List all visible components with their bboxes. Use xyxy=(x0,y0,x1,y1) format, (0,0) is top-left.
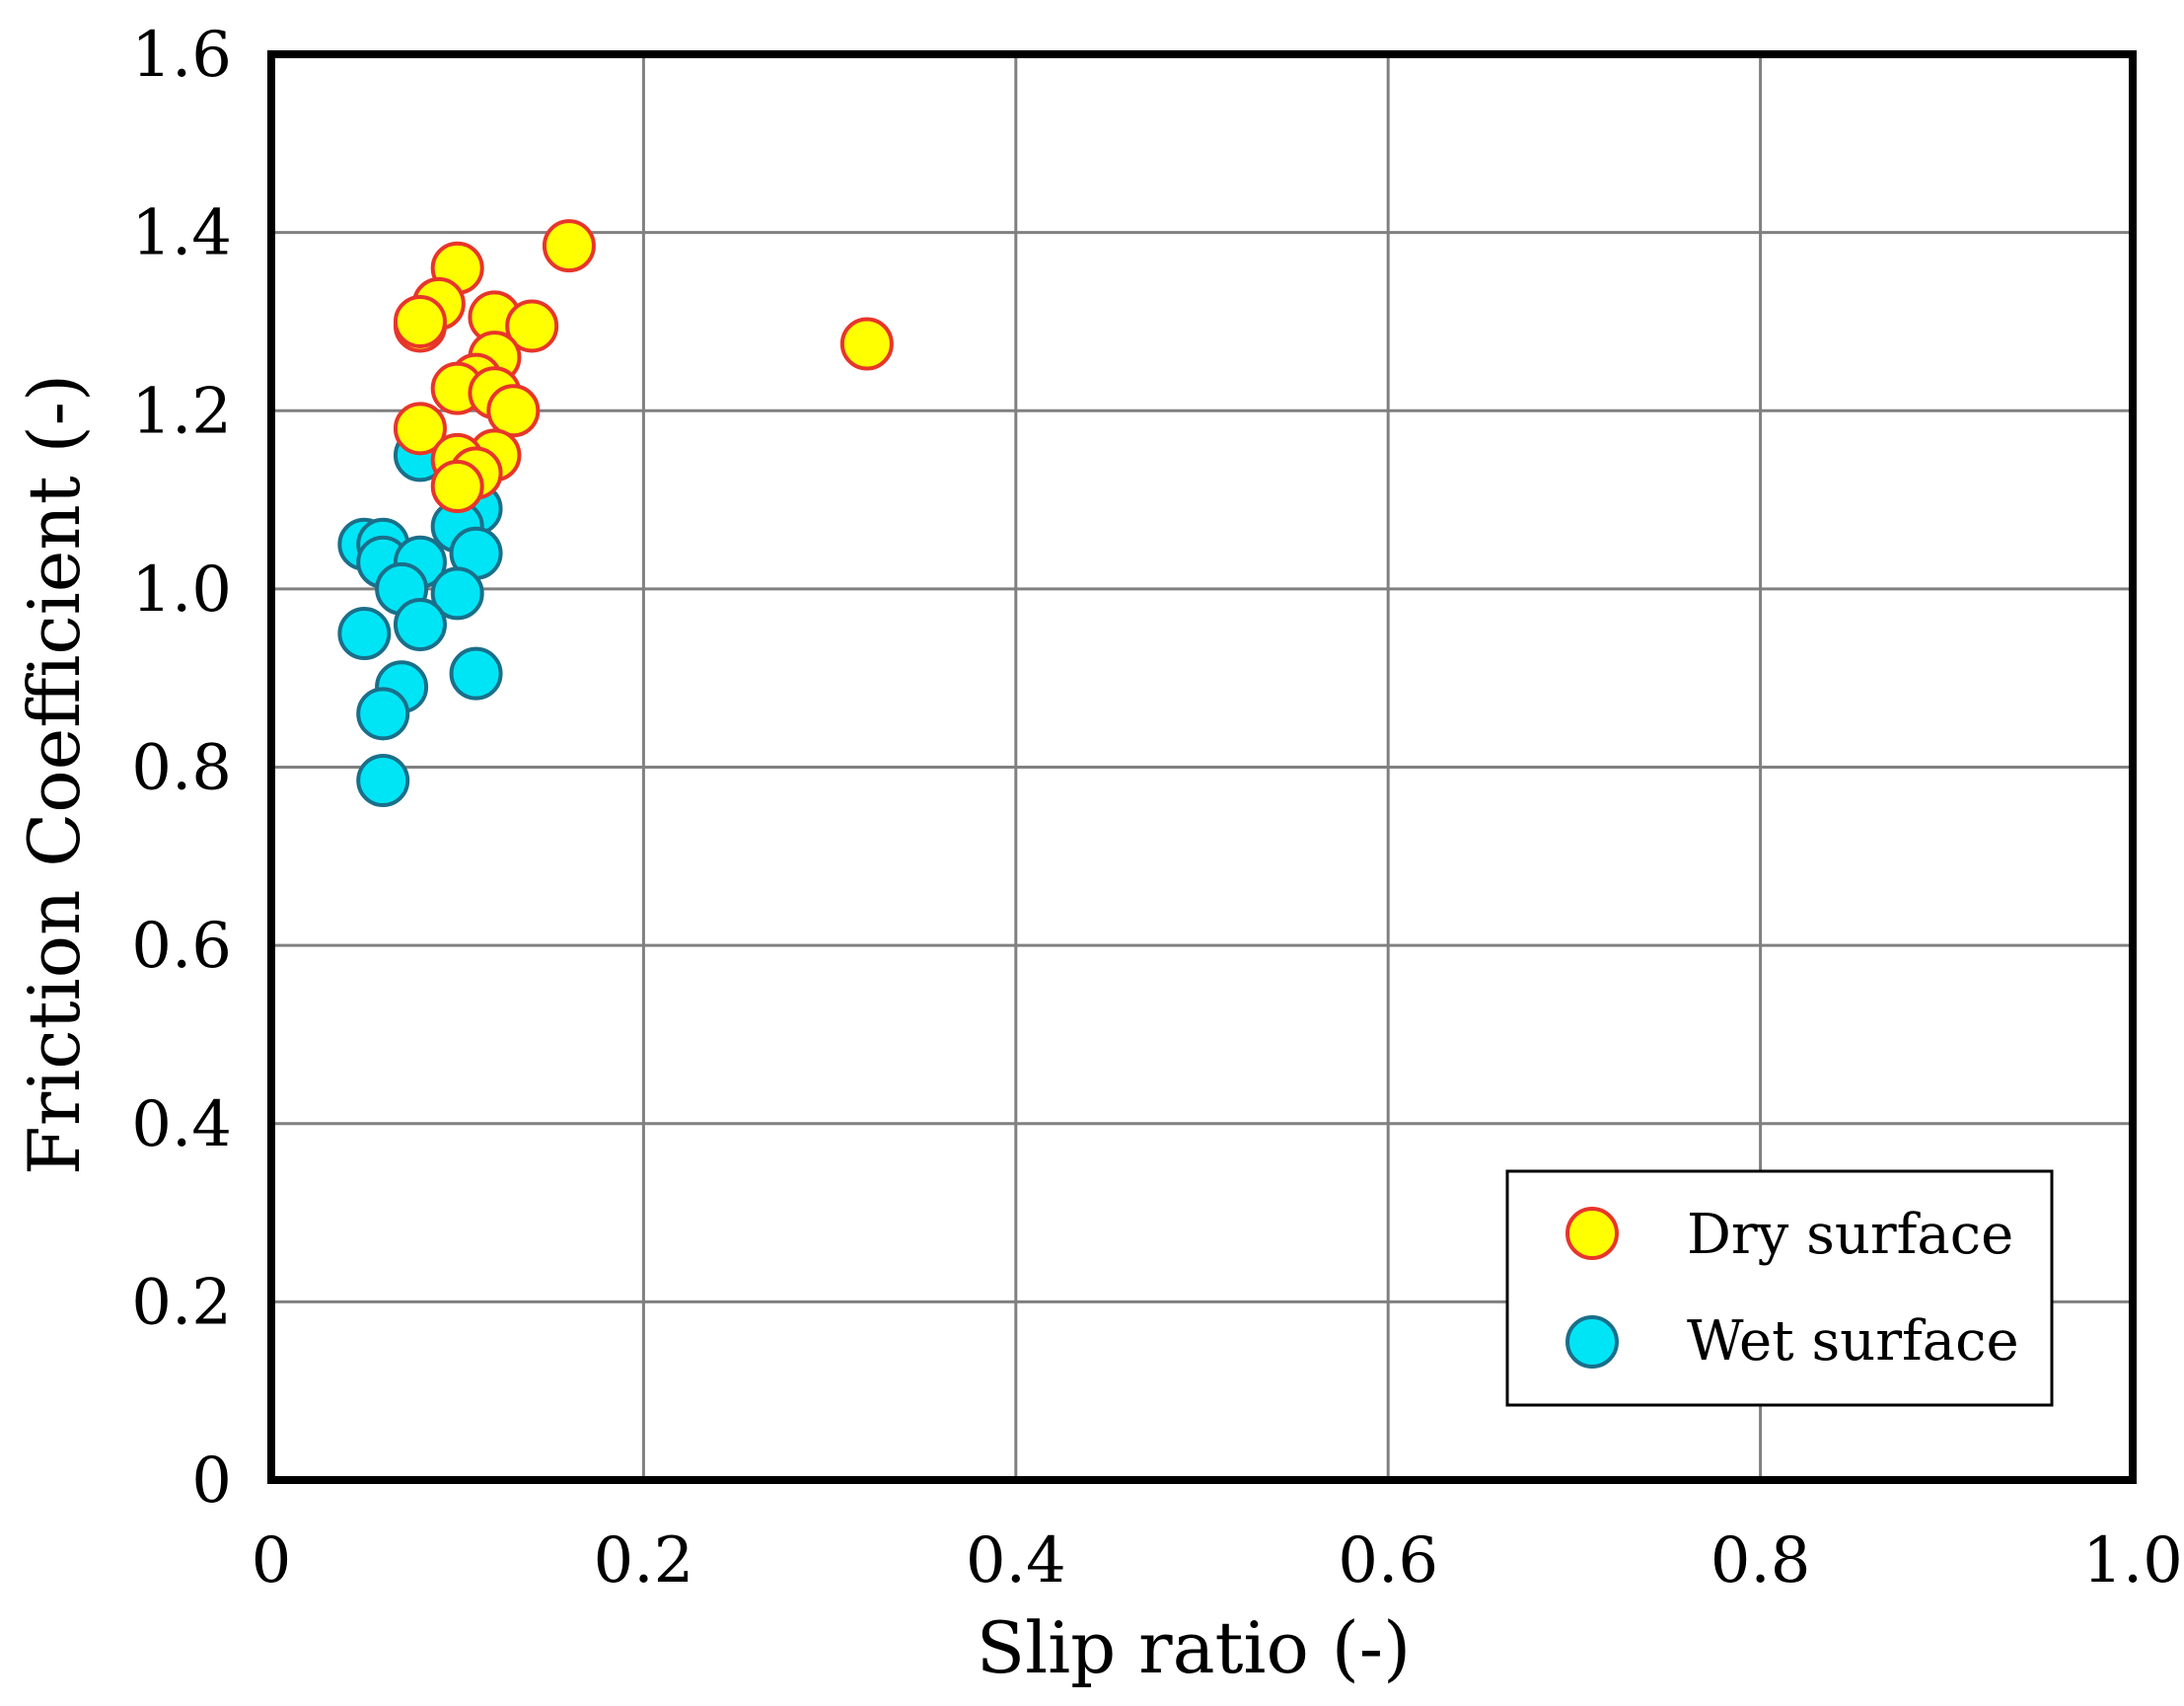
legend-label-wet: Wet surface xyxy=(1687,1309,2019,1373)
legend: Dry surface Wet surface xyxy=(1505,1169,2054,1407)
point-wet-surface xyxy=(337,607,392,661)
x-tick-label: 0.2 xyxy=(594,1524,694,1597)
x-tick-label: 0.4 xyxy=(966,1524,1066,1597)
y-tick-label: 0.2 xyxy=(131,1266,232,1339)
y-tick-label: 0.8 xyxy=(131,732,232,805)
x-tick-label: 1.0 xyxy=(2082,1524,2183,1597)
point-wet-surface xyxy=(449,646,503,701)
plot-frame xyxy=(267,50,2137,1484)
point-dry-surface xyxy=(393,402,447,456)
point-dry-surface xyxy=(839,317,894,371)
legend-label-dry: Dry surface xyxy=(1687,1203,2013,1267)
y-tick-label: 1.4 xyxy=(131,197,232,270)
x-tick-label: 0.8 xyxy=(1711,1524,1811,1597)
x-tick-label: 0.6 xyxy=(1338,1524,1438,1597)
y-tick-label: 0.4 xyxy=(131,1088,232,1161)
data-points xyxy=(337,219,894,808)
point-wet-surface xyxy=(356,687,410,741)
point-dry-surface xyxy=(542,219,596,273)
point-dry-surface xyxy=(430,460,484,514)
point-dry-surface xyxy=(486,384,541,438)
point-wet-surface xyxy=(356,754,410,808)
y-tick-labels: 0 0.2 0.4 0.6 0.8 1.0 1.2 1.4 1.6 xyxy=(131,19,232,1518)
x-tick-labels: 0 0.2 0.4 0.6 0.8 1.0 xyxy=(252,1524,2183,1597)
y-tick-label: 1.0 xyxy=(131,554,232,627)
point-wet-surface xyxy=(393,598,447,651)
x-tick-label: 0 xyxy=(252,1524,292,1597)
y-tick-label: 0 xyxy=(191,1445,232,1518)
y-axis-title: Friction Coefficient (-) xyxy=(13,374,96,1175)
point-dry-surface xyxy=(393,294,447,348)
point-wet-surface xyxy=(430,566,484,621)
x-axis-title: Slip ratio (-) xyxy=(977,1606,1411,1689)
y-tick-label: 1.2 xyxy=(131,375,232,448)
y-tick-label: 0.6 xyxy=(131,910,232,983)
legend-marker-dry xyxy=(1565,1207,1619,1260)
y-tick-label: 1.6 xyxy=(131,19,232,92)
legend-marker-wet xyxy=(1565,1315,1619,1369)
point-dry-surface xyxy=(505,299,559,353)
